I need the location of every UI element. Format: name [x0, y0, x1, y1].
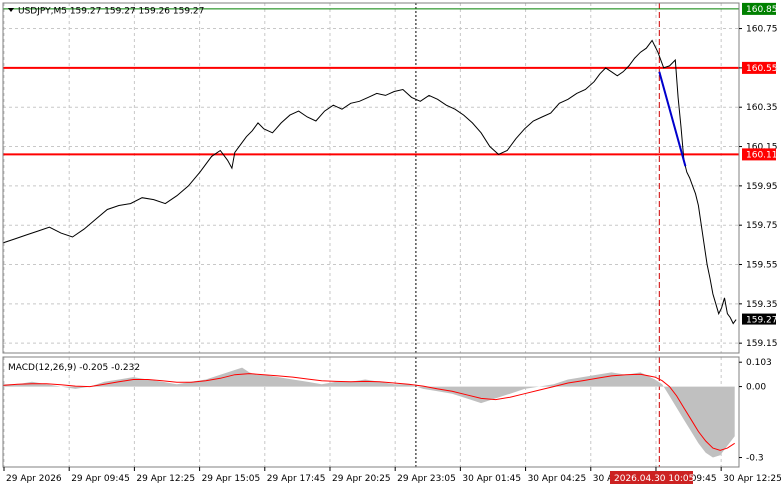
price-tick-label: 159.95: [746, 182, 778, 192]
time-tick-label: 29 Apr 23:05: [397, 474, 456, 484]
price-level-box: [742, 148, 776, 161]
price-levels: [3, 8, 739, 156]
chart-title: USDJPY,M5 159.27 159.27 159.26 159.27: [8, 7, 204, 17]
price-tick-label: 160.15: [746, 143, 778, 153]
price-tick-label: 160.75: [746, 25, 778, 35]
current-price-label: 159.27: [746, 316, 778, 326]
time-tick-label: 29 Apr 17:45: [267, 474, 326, 484]
macd-axis: 0.103 0.00 -0.3: [739, 358, 772, 464]
macd-panel-frame: [2, 356, 740, 468]
current-price-tag: 159.27: [742, 313, 778, 326]
time-tick-label: 30 Apr 01:45: [462, 474, 521, 484]
price-level-label: 160.11: [746, 150, 778, 160]
time-tick-label: 29 Apr 09:45: [71, 474, 130, 484]
time-tick-label: 29 Apr 20:25: [332, 474, 391, 484]
vertical-markers: [415, 3, 660, 353]
price-series-line: [2, 39, 737, 325]
time-tick-label: 29 Apr 15:05: [202, 474, 261, 484]
main-grid: [3, 3, 739, 353]
price-tick-label: 159.35: [746, 300, 778, 310]
price-tick-label: 159.55: [746, 261, 778, 271]
macd-tick-label: 0.00: [746, 383, 766, 393]
time-tick-label: 30 Apr 04:25: [528, 474, 587, 484]
price-level-label: 160.55: [746, 64, 778, 74]
time-tick-label: 30 Apr 12:25: [723, 474, 781, 484]
time-tick-label: 29 Apr 2026: [6, 474, 62, 484]
price-tick-label: 159.15: [746, 339, 778, 349]
macd-title: MACD(12,26,9) -0.205 -0.232: [8, 363, 140, 373]
dropdown-triangle-icon[interactable]: [8, 8, 14, 12]
cursor-time-box: [610, 471, 693, 484]
price-tick-label: 159.75: [746, 221, 778, 231]
macd-vertical-markers: [415, 357, 660, 467]
time-tick-label: 29 Apr 12:25: [136, 474, 195, 484]
price-level-labels: 160.85 160.55 160.11: [742, 2, 778, 161]
main-price-panel[interactable]: USDJPY,M5 159.27 159.27 159.26 159.27 16…: [2, 2, 778, 354]
chart-title-text: USDJPY,M5 159.27 159.27 159.26 159.27: [18, 7, 204, 17]
current-price-box: [742, 313, 776, 325]
macd-signal-line: [2, 373, 735, 451]
price-level-box: [742, 2, 776, 15]
main-panel-frame: [2, 2, 740, 354]
price-level-box: [742, 61, 776, 74]
macd-tick-label: 0.103: [746, 358, 772, 368]
macd-panel[interactable]: MACD(12,26,9) -0.205 -0.232 0.103 0.00 -0.…: [2, 356, 772, 468]
cursor-time-tag: 2026.04.30 10:05: [610, 471, 694, 484]
price-tick-label: 160.35: [746, 103, 778, 113]
trend-line[interactable]: [658, 71, 687, 167]
cursor-time-label: 2026.04.30 10:05: [614, 474, 694, 484]
price-level-label: 160.85: [746, 5, 778, 15]
macd-tick-label: -0.3: [746, 454, 764, 464]
macd-histogram: [3, 367, 735, 458]
